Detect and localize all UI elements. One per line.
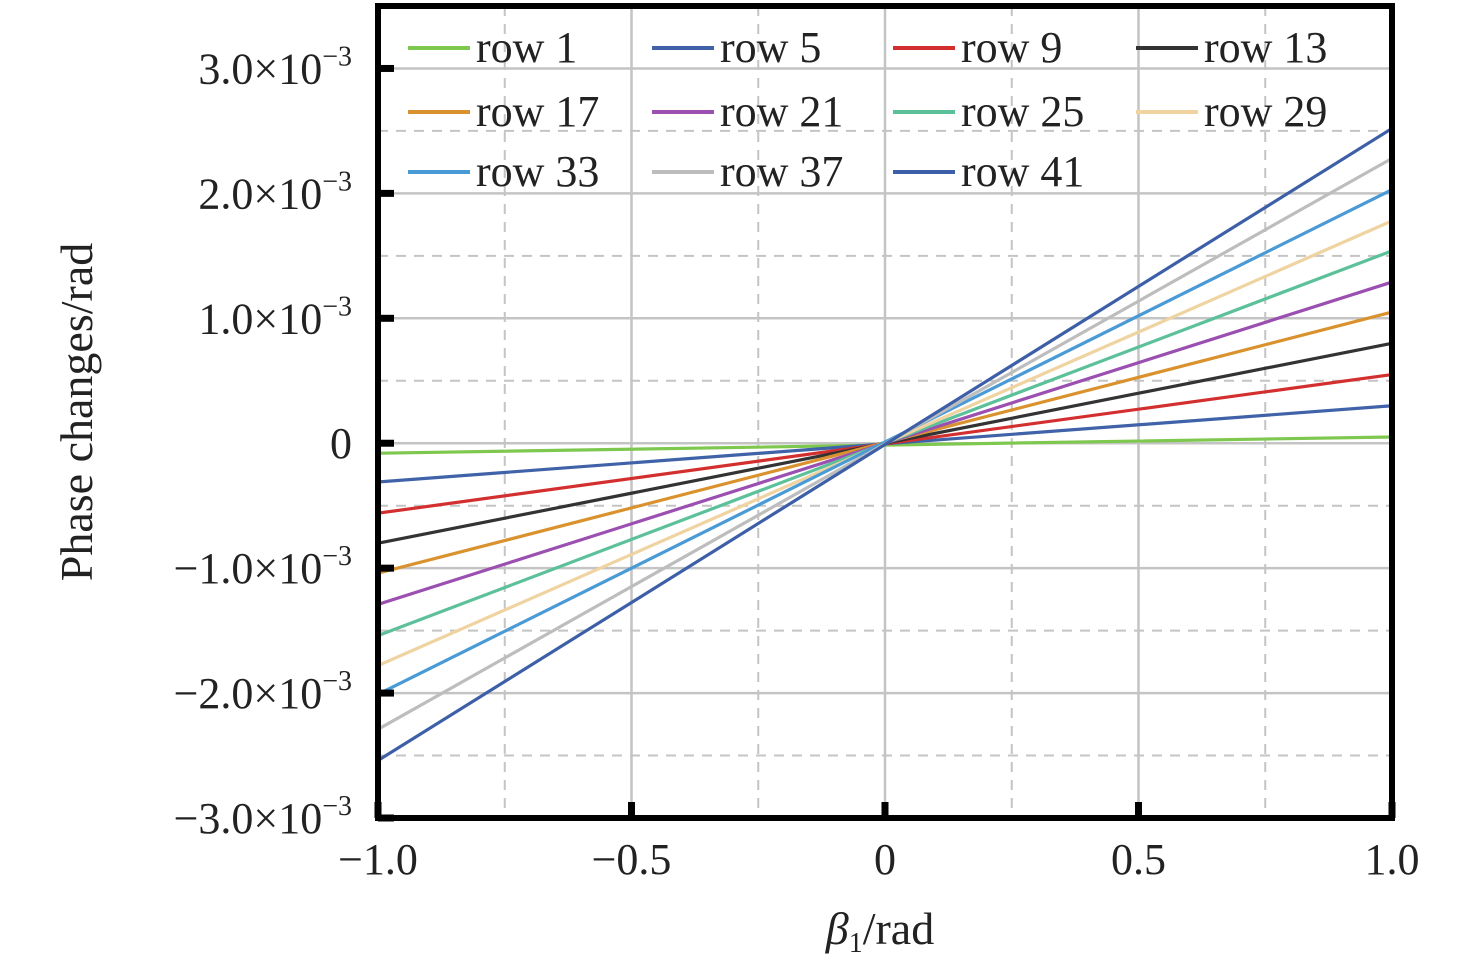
tick-marks — [374, 64, 1396, 822]
legend-label: row 17 — [476, 87, 599, 136]
legend-label: row 37 — [720, 147, 843, 196]
legend-label: row 9 — [961, 23, 1062, 72]
legend-label: row 13 — [1204, 23, 1327, 72]
legend-item-row-5: row 5 — [652, 23, 821, 72]
x-tick-label: −1.0 — [338, 835, 418, 884]
legend-item-row-29: row 29 — [1136, 87, 1327, 136]
legend-item-row-13: row 13 — [1136, 23, 1327, 72]
y-tick-label: 3.0×10−3 — [198, 41, 352, 93]
legend-item-row-33: row 33 — [408, 147, 599, 196]
y-tick-label: −1.0×10−3 — [174, 541, 352, 593]
legend-item-row-9: row 9 — [893, 23, 1062, 72]
x-tick-label: −0.5 — [592, 835, 672, 884]
y-tick-label: −3.0×10−3 — [174, 791, 352, 843]
legend-item-row-21: row 21 — [652, 87, 843, 136]
legend-item-row-17: row 17 — [408, 87, 599, 136]
y-tick-labels: 3.0×10−3 2.0×10−3 1.0×10−3 0 −1.0×10−3 −2.0×1… — [174, 41, 352, 843]
y-axis-label: Phase changes/rad — [51, 243, 102, 582]
legend-item-row-1: row 1 — [408, 23, 577, 72]
x-tick-label: 0.5 — [1111, 835, 1166, 884]
legend-label: row 1 — [476, 23, 577, 72]
x-tick-label: 0 — [874, 835, 896, 884]
legend-label: row 33 — [476, 147, 599, 196]
legend-item-row-37: row 37 — [652, 147, 843, 196]
legend-label: row 41 — [961, 147, 1084, 196]
y-tick-label: 0 — [330, 419, 352, 468]
legend-label: row 25 — [961, 87, 1084, 136]
legend-label: row 21 — [720, 87, 843, 136]
x-tick-labels: −1.0 −0.5 0 0.5 1.0 — [338, 835, 1419, 884]
series-lines — [376, 126, 1394, 763]
legend-item-row-41: row 41 — [893, 147, 1084, 196]
series-line-row-41 — [376, 126, 1394, 763]
series-line-row-33 — [376, 188, 1394, 696]
x-axis-subscript: 1 — [849, 928, 863, 959]
y-tick-label: −2.0×10−3 — [174, 666, 352, 718]
legend-label: row 5 — [720, 23, 821, 72]
legend-label: row 29 — [1204, 87, 1327, 136]
y-tick-label: 1.0×10−3 — [198, 291, 352, 343]
grid — [376, 6, 1394, 820]
x-tick-label: 1.0 — [1365, 835, 1420, 884]
x-axis-label: β1/rad — [825, 903, 934, 959]
legend: row 1 row 5 row 9 row 13 row 17 row 21 row 25 r… — [408, 23, 1327, 196]
x-axis-unit: /rad — [863, 903, 935, 954]
legend-item-row-25: row 25 — [893, 87, 1084, 136]
x-axis-symbol: β — [825, 903, 849, 954]
y-tick-label: 2.0×10−3 — [198, 166, 352, 218]
